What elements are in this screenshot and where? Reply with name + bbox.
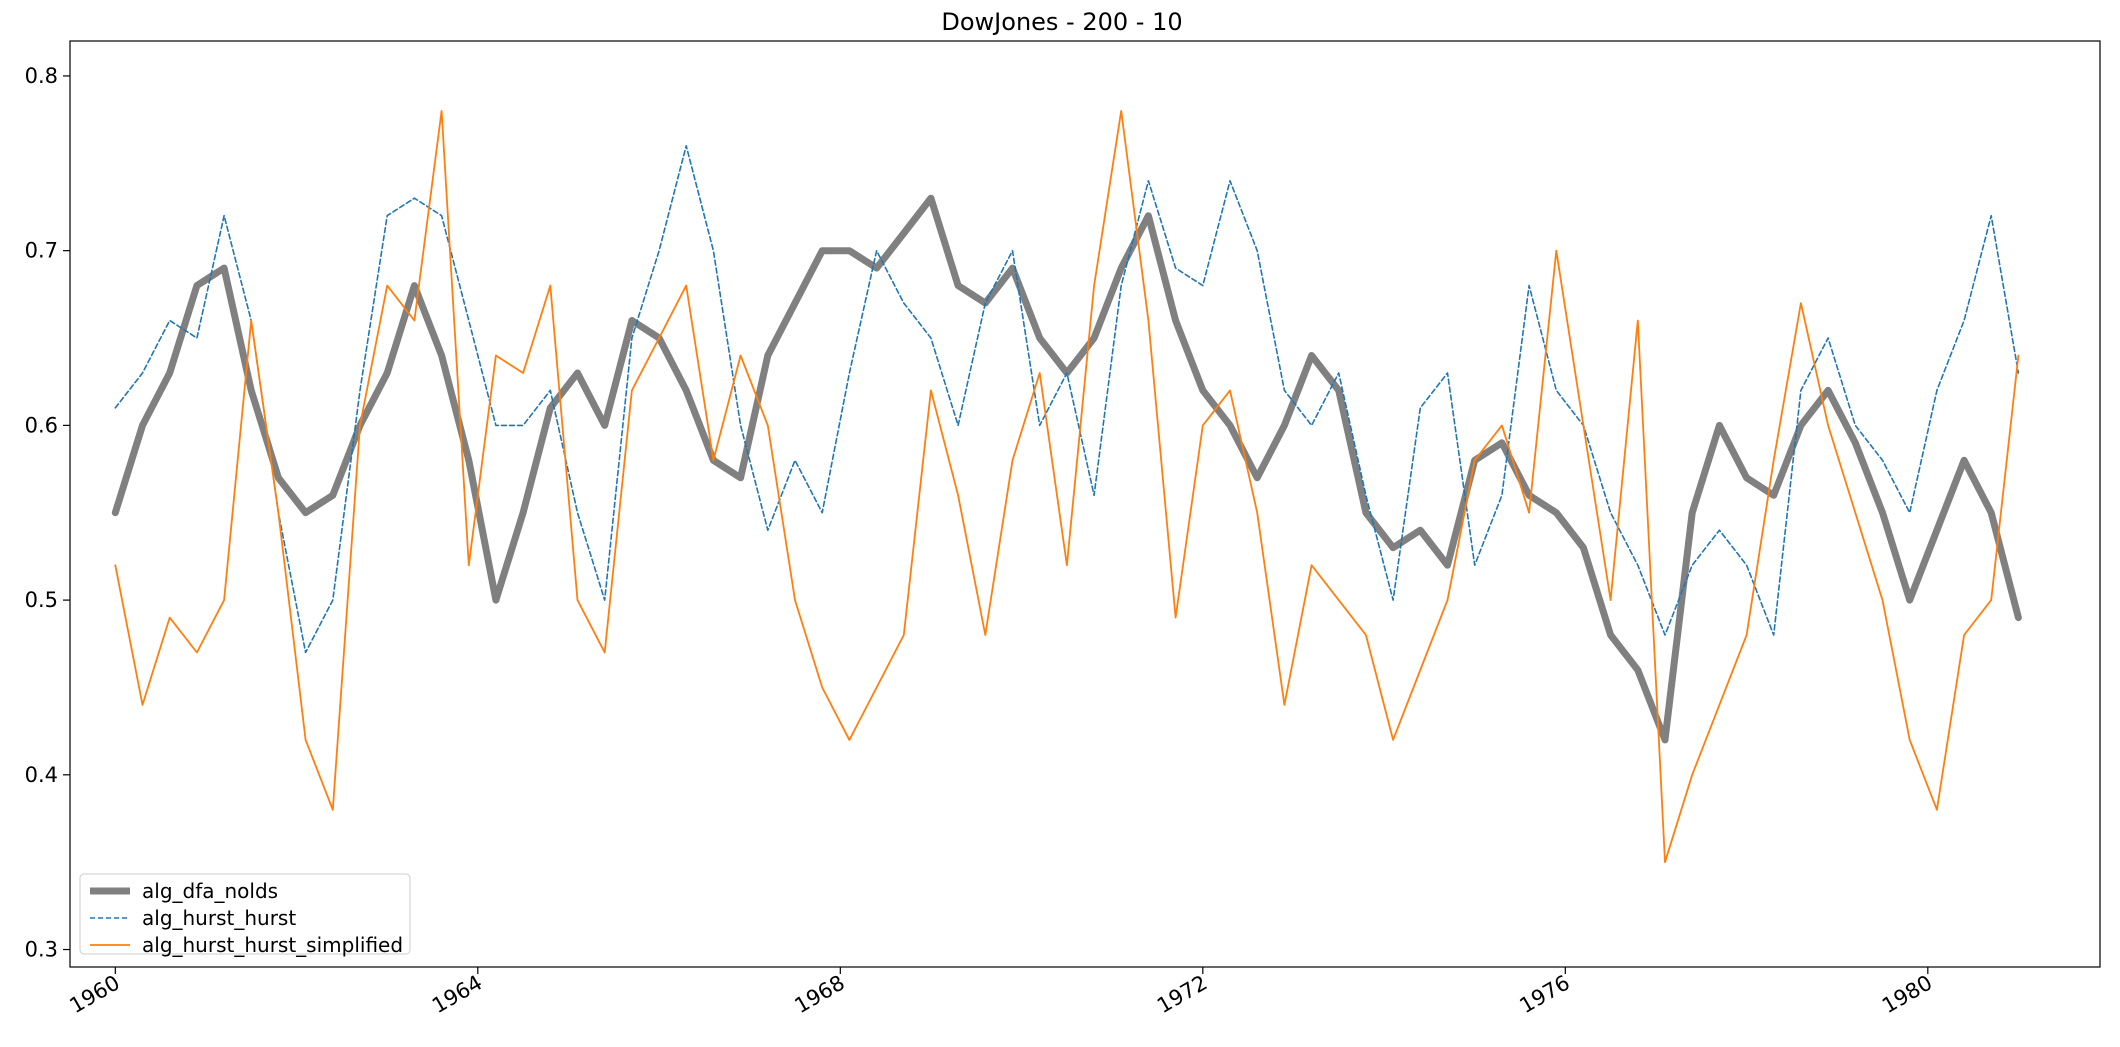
legend-label: alg_hurst_hurst bbox=[142, 906, 296, 930]
legend-label: alg_dfa_nolds bbox=[142, 879, 278, 903]
y-tick-label: 0.7 bbox=[25, 239, 58, 263]
legend: alg_dfa_nolds alg_hurst_hurst alg_hurst_hu… bbox=[79, 873, 411, 957]
y-tick-label: 0.6 bbox=[25, 413, 58, 437]
series-line-alg-hurst-hurst bbox=[114, 145, 2020, 654]
chart-title: DowJones - 200 - 10 bbox=[941, 8, 1182, 36]
y-tick-label: 0.4 bbox=[25, 763, 58, 787]
y-tick-label: 0.5 bbox=[25, 588, 58, 612]
plot-frame bbox=[69, 40, 2101, 968]
legend-box bbox=[79, 873, 411, 955]
y-tick-label: 0.3 bbox=[25, 938, 58, 962]
legend-label: alg_hurst_hurst_simplified bbox=[142, 933, 403, 957]
y-tick-label: 0.8 bbox=[25, 64, 58, 88]
series-layer bbox=[111, 110, 2022, 864]
series-line-alg-hurst-hurst-simplified bbox=[114, 110, 2020, 864]
